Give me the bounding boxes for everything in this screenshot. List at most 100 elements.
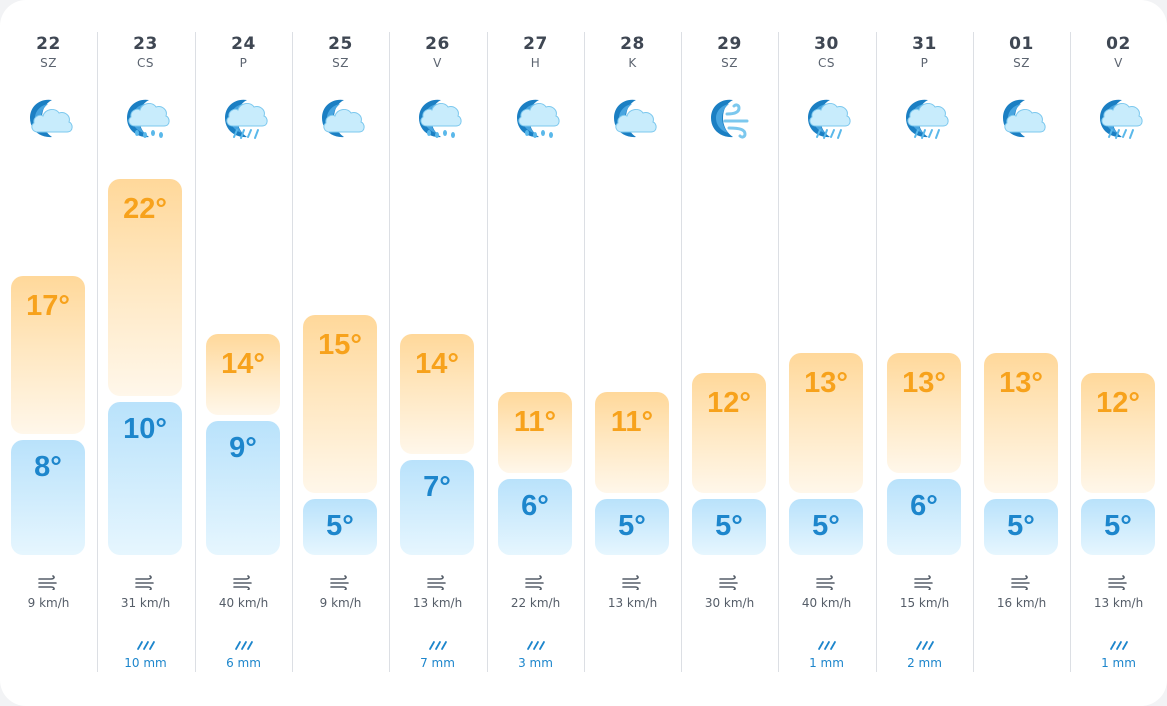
day-date: 01: [1009, 34, 1034, 54]
max-temp-bar: 11°: [595, 392, 669, 493]
max-temp-label: 13°: [999, 367, 1043, 399]
day-column[interactable]: 26 V 14° 7° 13 km/h 7 mm: [389, 0, 486, 706]
wind-icon: [816, 575, 837, 591]
day-column[interactable]: 31 P 13° 6° 15 km/h 2 mm: [876, 0, 973, 706]
day-of-week: CS: [818, 56, 835, 70]
max-temp-label: 13°: [902, 367, 946, 399]
day-column[interactable]: 01 SZ 13° 5° 16 km/h: [973, 0, 1070, 706]
max-temp-bar: 13°: [789, 353, 863, 493]
rain-icon: [134, 636, 156, 650]
column-divider: [973, 32, 974, 672]
day-column[interactable]: 24 P 14° 9° 40 km/h 6 mm: [195, 0, 292, 706]
max-temp-label: 12°: [707, 387, 751, 419]
column-divider: [584, 32, 585, 672]
wind-speed: 31 km/h: [120, 596, 171, 610]
column-divider: [97, 32, 98, 672]
wind-icon: [622, 575, 643, 591]
rain-icon: [913, 636, 935, 650]
precipitation-amount: 3 mm: [518, 656, 553, 670]
day-date: 30: [814, 34, 839, 54]
day-column[interactable]: 29 SZ 12° 5° 30 km/h: [681, 0, 778, 706]
day-of-week: P: [920, 56, 929, 70]
max-temp-label: 17°: [26, 290, 70, 322]
night-drizzle-icon: [898, 88, 952, 144]
day-date: 24: [231, 34, 256, 54]
max-temp-bar: 14°: [206, 334, 280, 415]
day-of-week: V: [1114, 56, 1123, 70]
precipitation-amount: 10 mm: [124, 656, 167, 670]
night-windy-icon: [703, 88, 757, 144]
max-temp-label: 11°: [513, 406, 557, 438]
night-partly-cloudy-icon: [22, 88, 76, 144]
day-of-week: SZ: [332, 56, 349, 70]
rain-icon: [232, 636, 254, 650]
min-temp-bar: 5°: [984, 499, 1058, 555]
wind-icon: [427, 575, 448, 591]
min-temp-label: 6°: [910, 490, 938, 522]
min-temp-bar: 9°: [206, 421, 280, 555]
day-column[interactable]: 23 CS 22° 10° 31 km/h 10 mm: [97, 0, 194, 706]
min-temp-bar: 6°: [498, 479, 572, 555]
max-temp-label: 12°: [1096, 387, 1140, 419]
wind-speed: 30 km/h: [704, 596, 755, 610]
day-of-week: SZ: [40, 56, 57, 70]
wind-speed: 22 km/h: [510, 596, 561, 610]
min-temp-label: 5°: [715, 510, 743, 542]
wind-icon: [1108, 575, 1129, 591]
precipitation-amount: 6 mm: [226, 656, 261, 670]
max-temp-label: 11°: [610, 406, 654, 438]
rain-icon: [815, 636, 837, 650]
wind-icon: [525, 575, 546, 591]
night-rain-icon: [509, 88, 563, 144]
min-temp-label: 5°: [1007, 510, 1035, 542]
day-of-week: K: [628, 56, 637, 70]
max-temp-label: 14°: [415, 348, 459, 380]
min-temp-bar: 6°: [887, 479, 961, 555]
min-temp-label: 7°: [423, 471, 451, 503]
max-temp-bar: 13°: [984, 353, 1058, 493]
wind-speed: 13 km/h: [1093, 596, 1144, 610]
day-column[interactable]: 27 H 11° 6° 22 km/h 3 mm: [487, 0, 584, 706]
night-partly-cloudy-icon: [606, 88, 660, 144]
rain-icon: [1107, 636, 1129, 650]
night-rain-icon: [411, 88, 465, 144]
min-temp-label: 10°: [123, 413, 167, 445]
wind-icon: [719, 575, 740, 591]
max-temp-bar: 11°: [498, 392, 572, 473]
day-date: 25: [328, 34, 353, 54]
night-partly-cloudy-icon: [314, 88, 368, 144]
wind-speed: 40 km/h: [218, 596, 269, 610]
day-of-week: SZ: [721, 56, 738, 70]
day-column[interactable]: 28 K 11° 5° 13 km/h: [584, 0, 681, 706]
night-partly-cloudy-icon: [995, 88, 1049, 144]
precipitation-amount: 1 mm: [809, 656, 844, 670]
min-temp-bar: 5°: [1081, 499, 1155, 555]
day-of-week: V: [433, 56, 442, 70]
min-temp-label: 5°: [326, 510, 354, 542]
rain-icon: [524, 636, 546, 650]
column-divider: [292, 32, 293, 672]
night-drizzle-icon: [1092, 88, 1146, 144]
wind-speed: 9 km/h: [27, 596, 70, 610]
wind-icon: [1011, 575, 1032, 591]
day-column[interactable]: 25 SZ 15° 5° 9 km/h: [292, 0, 389, 706]
day-column[interactable]: 22 SZ 17° 8° 9 km/h: [0, 0, 97, 706]
min-temp-label: 6°: [521, 490, 549, 522]
day-column[interactable]: 30 CS 13° 5° 40 km/h 1 mm: [778, 0, 875, 706]
min-temp-bar: 5°: [595, 499, 669, 555]
day-column[interactable]: 02 V 12° 5° 13 km/h 1 mm: [1070, 0, 1167, 706]
precipitation-amount: 2 mm: [907, 656, 942, 670]
precipitation-amount: 7 mm: [420, 656, 455, 670]
day-date: 26: [425, 34, 450, 54]
wind-speed: 15 km/h: [899, 596, 950, 610]
max-temp-label: 22°: [123, 193, 167, 225]
min-temp-bar: 10°: [108, 402, 182, 555]
day-of-week: H: [530, 56, 541, 70]
column-divider: [487, 32, 488, 672]
column-divider: [1070, 32, 1071, 672]
column-divider: [389, 32, 390, 672]
wind-speed: 16 km/h: [996, 596, 1047, 610]
wind-speed: 9 km/h: [319, 596, 362, 610]
day-date: 23: [133, 34, 158, 54]
night-drizzle-icon: [800, 88, 854, 144]
